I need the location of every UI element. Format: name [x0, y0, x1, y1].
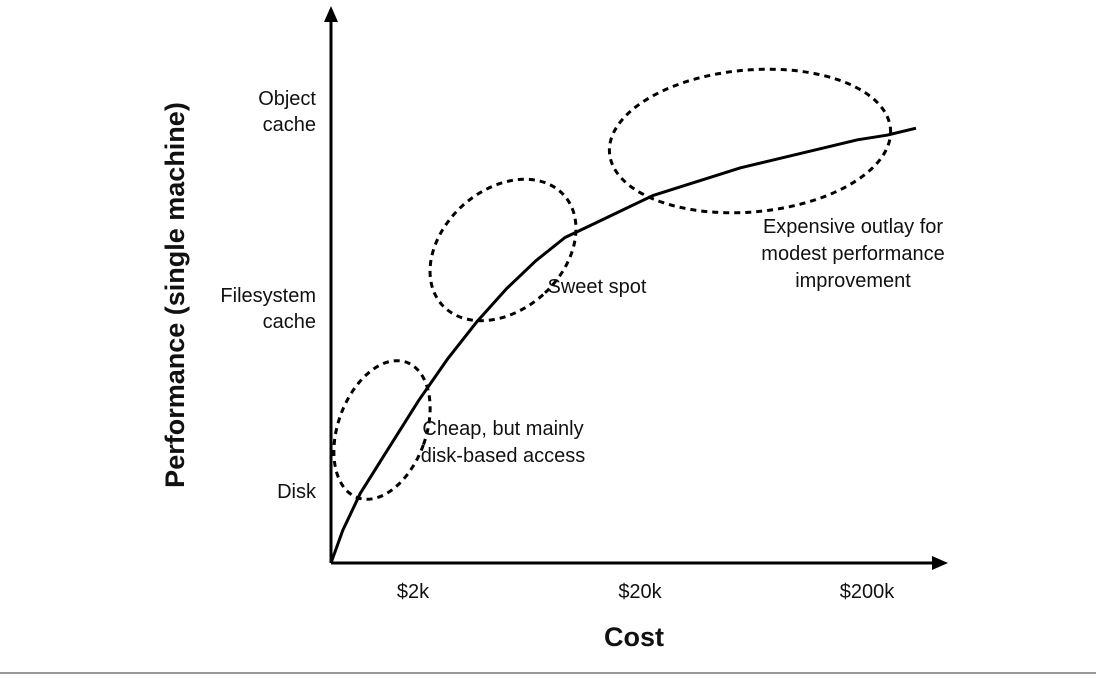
- bottom-divider: [0, 672, 1096, 674]
- series-layer: [329, 126, 917, 564]
- x-tick-label: $20k: [618, 581, 662, 603]
- highlight-ellipse: [607, 67, 893, 215]
- label-layer: $2k $20k $200k Disk Filesystem cache Object cac…: [160, 88, 945, 652]
- x-axis-title: Cost: [604, 622, 664, 652]
- series-curve: [329, 126, 917, 564]
- highlight-ellipse: [428, 177, 578, 323]
- y-axis-title: Performance (single machine): [160, 102, 190, 488]
- y-tick-label: Disk: [277, 481, 317, 503]
- annotation-text: Sweet spot: [548, 276, 647, 298]
- x-axis-arrowhead: [932, 556, 948, 570]
- y-tick-label: Filesystem cache: [220, 285, 316, 333]
- y-tick-label: Object cache: [258, 88, 316, 136]
- annotation-text: Cheap, but mainly disk-based access: [421, 418, 586, 467]
- annotation-text: Expensive outlay for modest performance im…: [761, 216, 944, 292]
- y-axis-arrowhead: [324, 6, 338, 22]
- axes-layer: [324, 6, 948, 570]
- x-tick-label: $2k: [397, 581, 430, 603]
- x-tick-label: $200k: [840, 581, 895, 603]
